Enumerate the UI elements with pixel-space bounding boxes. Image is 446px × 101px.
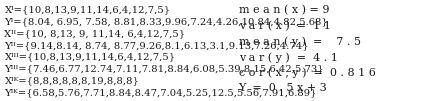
Text: Xᴵᴷ={8,8,8,8,8,8,19,8,8,8}: Xᴵᴷ={8,8,8,8,8,8,19,8,8,8} [4, 77, 139, 86]
Text: Yᴵᴷ={6.58,5.76,7.71,8.84,8.47,7.04,5.25,12.5,5.56,7.91,6.89}: Yᴵᴷ={6.58,5.76,7.71,8.84,8.47,7.04,5.25,… [4, 88, 317, 97]
Text: Xᴵᴵᴵ={10,8,13,9,11,14,6,4,12,7,5}: Xᴵᴵᴵ={10,8,13,9,11,14,6,4,12,7,5} [4, 53, 176, 62]
Text: Xᴵ={10,8,13,9,11,14,6,4,12,7,5}: Xᴵ={10,8,13,9,11,14,6,4,12,7,5} [4, 5, 170, 14]
Text: Yᴵᴵᴵ={7.46,6.77,12.74,7.11,7.81,8.84,6.08,5.39,8.15,6.42,5.73}: Yᴵᴵᴵ={7.46,6.77,12.74,7.11,7.81,8.84,6.0… [4, 65, 324, 74]
Text: c o r ( x , y )  =  0 . 8 1 6: c o r ( x , y ) = 0 . 8 1 6 [239, 68, 376, 78]
Text: m e a n ( y )  =    7 . 5: m e a n ( y ) = 7 . 5 [239, 36, 361, 47]
Text: Xᴵᴵ={10, 8,13, 9, 11,14, 6,4,12,7,5}: Xᴵᴵ={10, 8,13, 9, 11,14, 6,4,12,7,5} [4, 29, 186, 38]
Text: m e a n ( x ) = 9: m e a n ( x ) = 9 [239, 5, 329, 15]
Text: Yᴵᴵ={9.14,8.14, 8.74, 8.77,9.26,8.1,6.13,3.1,9.13,7.26,4.74}: Yᴵᴵ={9.14,8.14, 8.74, 8.77,9.26,8.1,6.13… [4, 41, 309, 50]
Text: v a r ( y )  =  4 . 1: v a r ( y ) = 4 . 1 [239, 52, 338, 63]
Text: Yᴵ={8.04, 6.95, 7.58, 8.81,8.33,9.96,7.24,4.26,10.84,4.82,5.68}: Yᴵ={8.04, 6.95, 7.58, 8.81,8.33,9.96,7.2… [4, 17, 328, 26]
Text: Y  =  0 . 5 x + 3: Y = 0 . 5 x + 3 [239, 83, 327, 93]
Text: v a r ( x )  =  1 1: v a r ( x ) = 1 1 [239, 21, 330, 31]
